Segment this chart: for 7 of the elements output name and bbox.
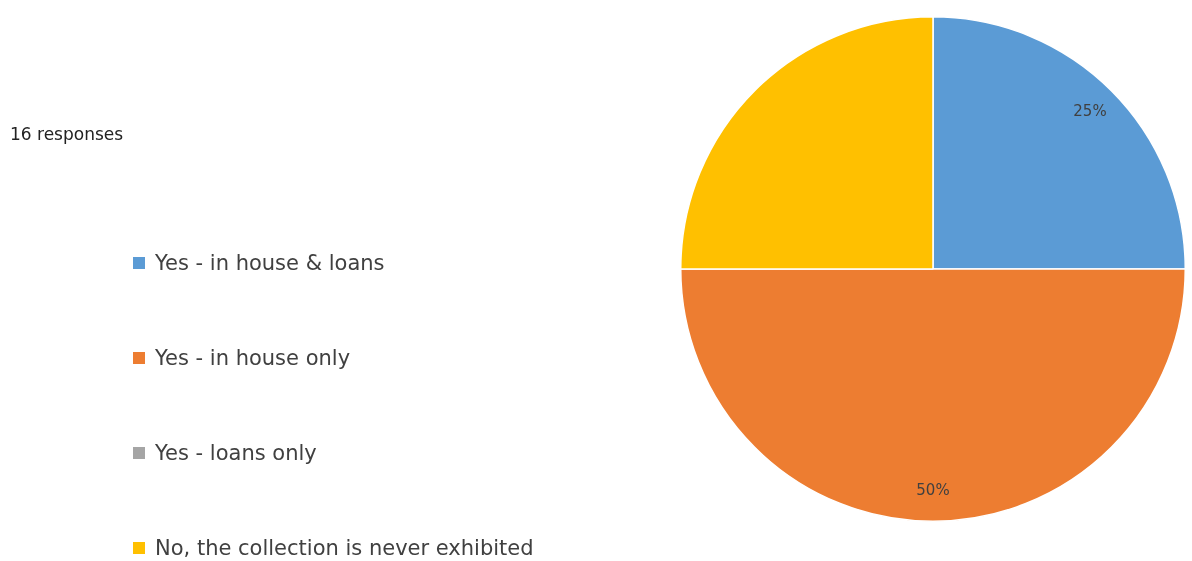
data-label: 50% <box>916 480 950 499</box>
legend-label: No, the collection is never exhibited <box>155 536 534 560</box>
legend-label: Yes - loans only <box>155 441 317 465</box>
legend-label: Yes - in house only <box>155 346 351 370</box>
text: 16 responses <box>10 124 124 144</box>
data-label: 25% <box>1073 101 1107 120</box>
legend-label: Yes - in house & loans <box>155 251 385 275</box>
